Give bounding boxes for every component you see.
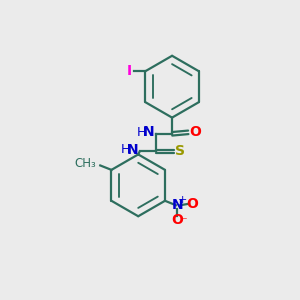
Text: I: I: [127, 64, 132, 78]
Text: O: O: [189, 125, 201, 139]
Text: O: O: [171, 213, 183, 227]
Text: H: H: [121, 143, 130, 157]
Text: CH₃: CH₃: [74, 158, 96, 170]
Text: N: N: [172, 198, 183, 212]
Text: O: O: [186, 197, 198, 211]
Text: ⁻: ⁻: [180, 215, 187, 228]
Text: +: +: [178, 195, 188, 205]
Text: N: N: [127, 143, 138, 157]
Text: N: N: [143, 125, 154, 139]
Text: S: S: [175, 145, 185, 158]
Text: H: H: [137, 126, 146, 139]
